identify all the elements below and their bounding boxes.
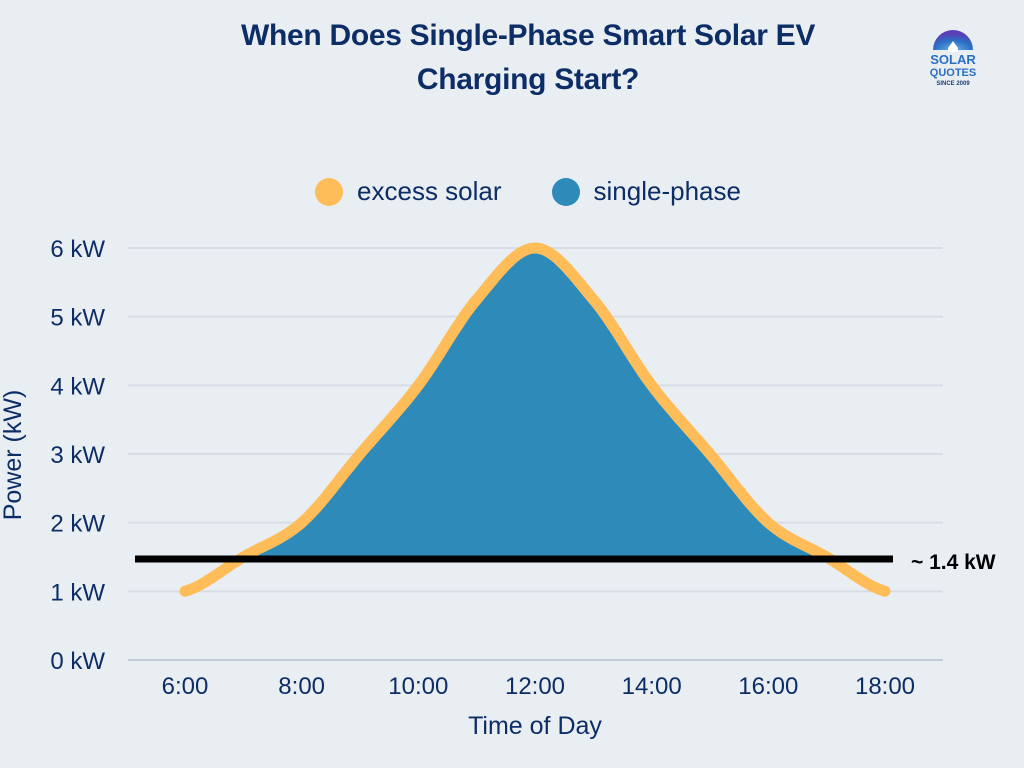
y-axis-title: Power (kW) <box>0 390 27 521</box>
logo-text-1: SOLAR <box>930 52 976 67</box>
x-tick-label: 18:00 <box>855 673 915 700</box>
y-tick-label: 2 kW <box>50 511 105 538</box>
logo-text-3: SINCE 2009 <box>936 81 970 87</box>
chart-title-line-2: Charging Start? <box>416 63 640 96</box>
legend-item-single-phase[interactable]: single-phase <box>551 176 741 207</box>
single-phase-area <box>240 252 830 563</box>
x-tick-label: 10:00 <box>388 673 448 700</box>
y-tick-label: 3 kW <box>50 442 105 469</box>
y-tick-label: 0 kW <box>50 648 105 675</box>
x-tick-label: 12:00 <box>505 673 565 700</box>
legend-item-excess-solar[interactable]: excess solar <box>315 176 502 207</box>
x-tick-label: 14:00 <box>622 673 682 700</box>
y-tick-label: 1 kW <box>50 579 105 606</box>
x-tick-label: 8:00 <box>278 673 325 700</box>
legend-label-excess-solar: excess solar <box>357 176 502 206</box>
legend-swatch-excess-solar <box>315 177 344 206</box>
threshold-label: ~ 1.4 kW <box>911 551 996 574</box>
x-tick-label: 16:00 <box>738 673 798 700</box>
logo-text-2: QUOTES <box>930 67 976 79</box>
y-tick-label: 4 kW <box>50 373 105 400</box>
chart-title-line-1: When Does Single-Phase Smart Solar EV <box>240 19 816 52</box>
x-tick-label: 6:00 <box>162 673 209 700</box>
legend-swatch-single-phase <box>551 177 580 206</box>
x-axis-title: Time of Day <box>468 712 602 740</box>
chart-title: When Does Single-Phase Smart Solar EV Ch… <box>0 14 1024 102</box>
legend: excess solar single-phase <box>0 176 1024 207</box>
excess-solar-line <box>179 242 891 597</box>
legend-label-single-phase: single-phase <box>593 176 741 206</box>
solarquotes-logo: SOLAR QUOTES SINCE 2009 <box>930 30 976 87</box>
y-tick-label: 5 kW <box>50 305 105 332</box>
y-tick-label: 6 kW <box>50 236 105 263</box>
